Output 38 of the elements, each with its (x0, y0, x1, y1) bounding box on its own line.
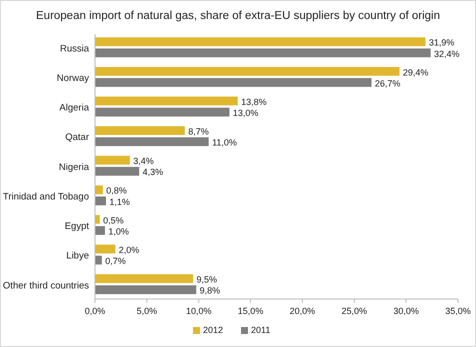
legend-label: 2011 (251, 325, 270, 335)
data-label: 0,5% (103, 215, 124, 226)
y-tick-label: Other third countries (2, 280, 90, 292)
y-tick-label: Algeria (59, 102, 90, 114)
data-label: 2,0% (118, 244, 140, 255)
data-label: 31,9% (428, 38, 454, 48)
x-tick-label: 35,0% (445, 306, 471, 316)
y-tick-label: Egypt (64, 221, 90, 232)
data-label: 9,5% (196, 274, 218, 285)
y-tick-label: Norway (56, 73, 90, 84)
y-tick-label: Nigeria (58, 162, 90, 173)
data-label: 32,4% (434, 48, 460, 59)
y-tick-label: Libye (66, 250, 89, 262)
data-label: 0,8% (106, 186, 127, 196)
x-tick-label: 0,0% (84, 306, 106, 316)
y-tick-label: Trinidad and Tobago (2, 191, 89, 202)
x-tick-label: 30,0% (393, 306, 419, 316)
chart-title: European import of natural gas, share of extra-EU suppliers by country of origin (36, 10, 440, 22)
data-label: 29,4% (402, 67, 428, 78)
data-label: 13,0% (232, 108, 258, 118)
data-label: 26,7% (374, 78, 400, 88)
legend-label: 2012 (203, 325, 224, 335)
data-label: 13,8% (241, 96, 267, 107)
data-label: 9,8% (200, 286, 220, 296)
data-label: 11,0% (212, 138, 237, 148)
data-label: 3,4% (133, 156, 154, 166)
data-label: 0,7% (105, 256, 126, 266)
data-label: 1,1% (109, 196, 130, 207)
x-tick-label: 25,0% (342, 306, 368, 316)
data-label: 8,7% (188, 126, 209, 136)
x-tick-label: 15,0% (238, 306, 264, 316)
y-tick-label: Qatar (65, 132, 89, 144)
x-tick-label: 20,0% (290, 306, 316, 316)
x-tick-label: 10,0% (186, 306, 212, 316)
data-label: 1,0% (108, 226, 129, 236)
y-tick-label: Russia (60, 43, 90, 54)
data-label: 4,3% (142, 167, 164, 178)
x-tick-label: 5,0% (136, 306, 158, 316)
